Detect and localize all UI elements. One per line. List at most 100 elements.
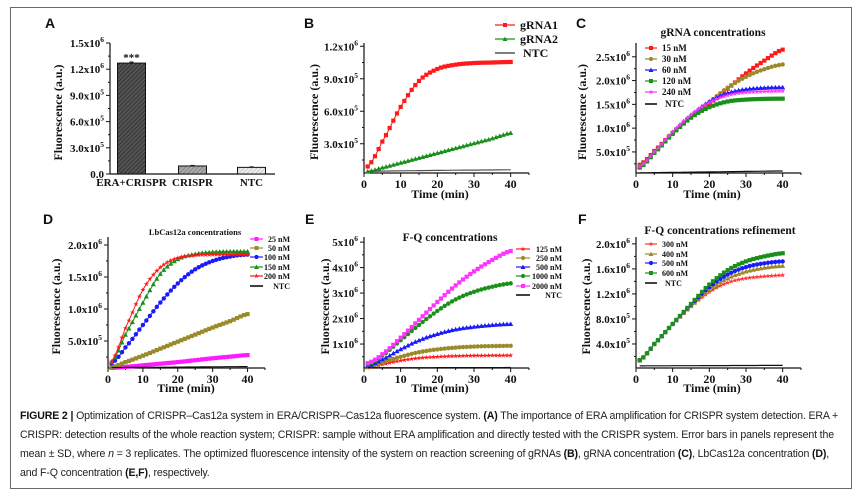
caption-bold-segment: (D) bbox=[812, 448, 827, 460]
marker-star bbox=[217, 251, 223, 257]
marker-circle bbox=[751, 71, 756, 76]
marker-star bbox=[154, 268, 160, 274]
marker-square bbox=[119, 361, 125, 366]
marker-triangle bbox=[227, 248, 233, 254]
marker-square bbox=[234, 315, 240, 321]
marker-triangle bbox=[136, 306, 142, 311]
marker-square bbox=[416, 78, 422, 84]
marker-star bbox=[112, 352, 118, 358]
marker-square bbox=[372, 357, 378, 362]
marker-square bbox=[471, 269, 477, 274]
marker-square bbox=[133, 363, 139, 369]
marker-triangle bbox=[725, 275, 731, 281]
marker-star bbox=[237, 251, 244, 257]
marker-triangle bbox=[213, 249, 219, 254]
marker-circle bbox=[765, 260, 771, 265]
marker-circle bbox=[206, 260, 212, 265]
marker-square bbox=[217, 355, 222, 360]
marker-square bbox=[214, 324, 219, 329]
x-axis-label: Time (min) bbox=[683, 381, 740, 395]
legend-item: NTC bbox=[495, 46, 548, 60]
x-category-label: NTC bbox=[240, 177, 263, 189]
marker-circle bbox=[501, 343, 506, 349]
x-tick-label: 40 bbox=[242, 372, 254, 386]
x-tick-label: 0 bbox=[105, 372, 111, 386]
legend-item: 500 nM bbox=[645, 259, 688, 268]
y-axis-label: Fluorescence (a.u.) bbox=[579, 258, 593, 354]
caption-segment: , LbCas12a concentration bbox=[692, 448, 813, 460]
marker-triangle bbox=[217, 249, 223, 254]
marker-triangle bbox=[747, 86, 753, 91]
marker-triangle bbox=[736, 271, 742, 276]
tick-exponent: 5 bbox=[354, 103, 358, 112]
marker-square bbox=[383, 133, 389, 138]
marker-triangle bbox=[175, 256, 181, 262]
marker-circle bbox=[475, 288, 480, 293]
marker-circle bbox=[747, 72, 752, 78]
marker-star bbox=[401, 357, 407, 363]
marker-circle bbox=[464, 292, 469, 297]
marker-circle bbox=[736, 267, 741, 272]
marker-star bbox=[769, 273, 775, 279]
marker-circle bbox=[486, 343, 491, 349]
marker-star bbox=[659, 141, 665, 147]
y-tick-label: 5.0x105 bbox=[596, 144, 630, 159]
tick-mantissa: 1.2x10 bbox=[70, 64, 101, 76]
marker-circle bbox=[648, 260, 654, 266]
y-axis-label: Fluorescence (a.u.) bbox=[49, 258, 63, 354]
y-tick-label: 1.2x106 bbox=[596, 286, 630, 301]
tick-mantissa: 6.0x10 bbox=[324, 106, 355, 118]
legend-label: 600 nM bbox=[662, 269, 688, 278]
marker-star bbox=[175, 255, 181, 261]
marker-circle bbox=[490, 343, 495, 349]
marker-star bbox=[670, 129, 676, 135]
tick-mantissa: 4.0x10 bbox=[596, 339, 627, 351]
marker-square bbox=[365, 164, 370, 169]
x-category-label: ERA+CRISPR bbox=[96, 177, 167, 189]
marker-square bbox=[773, 51, 778, 56]
marker-circle bbox=[460, 293, 466, 299]
marker-square bbox=[747, 68, 752, 73]
marker-square bbox=[147, 362, 152, 367]
caption-segment: , and F-Q concentration bbox=[20, 448, 830, 479]
marker-square bbox=[391, 342, 396, 347]
marker-triangle bbox=[714, 281, 720, 287]
tick-mantissa: 2.5x10 bbox=[596, 52, 627, 64]
marker-star bbox=[758, 88, 764, 94]
marker-star bbox=[143, 281, 149, 287]
x-tick-label: 0 bbox=[633, 372, 639, 386]
marker-star bbox=[185, 253, 191, 258]
marker-square bbox=[659, 334, 664, 339]
marker-square bbox=[179, 359, 184, 364]
marker-circle bbox=[754, 262, 760, 267]
figure-frame bbox=[10, 7, 852, 489]
y-axis-label: Fluorescence (a.u.) bbox=[318, 258, 332, 354]
legend-item: 2000 nM bbox=[516, 282, 562, 291]
marker-square bbox=[140, 363, 145, 368]
series-line bbox=[639, 90, 783, 168]
marker-square bbox=[688, 115, 694, 120]
marker-circle bbox=[714, 279, 719, 284]
marker-square bbox=[438, 65, 444, 70]
marker-star bbox=[776, 272, 782, 278]
marker-square bbox=[365, 361, 370, 366]
x-tick-label: 10 bbox=[395, 372, 407, 386]
series-ntc bbox=[639, 170, 783, 174]
y-tick-label: 9.0x105 bbox=[70, 87, 104, 102]
marker-square bbox=[729, 265, 734, 271]
x-tick-label: 20 bbox=[703, 372, 715, 386]
legend-item: 1000 nM bbox=[516, 272, 562, 281]
marker-star bbox=[122, 325, 129, 331]
legend-item: gRNA1 bbox=[495, 18, 558, 32]
y-tick-label: 5.0x105 bbox=[68, 333, 102, 348]
marker-square bbox=[666, 325, 672, 331]
marker-square bbox=[685, 305, 690, 311]
x-axis-label: Time (min) bbox=[411, 381, 468, 395]
marker-circle bbox=[446, 301, 451, 306]
marker-triangle bbox=[508, 321, 514, 327]
marker-triangle bbox=[732, 272, 738, 278]
marker-circle bbox=[464, 344, 469, 350]
tick-mantissa: 9.0x10 bbox=[70, 90, 101, 102]
marker-circle bbox=[520, 273, 526, 279]
series-line bbox=[639, 170, 783, 174]
